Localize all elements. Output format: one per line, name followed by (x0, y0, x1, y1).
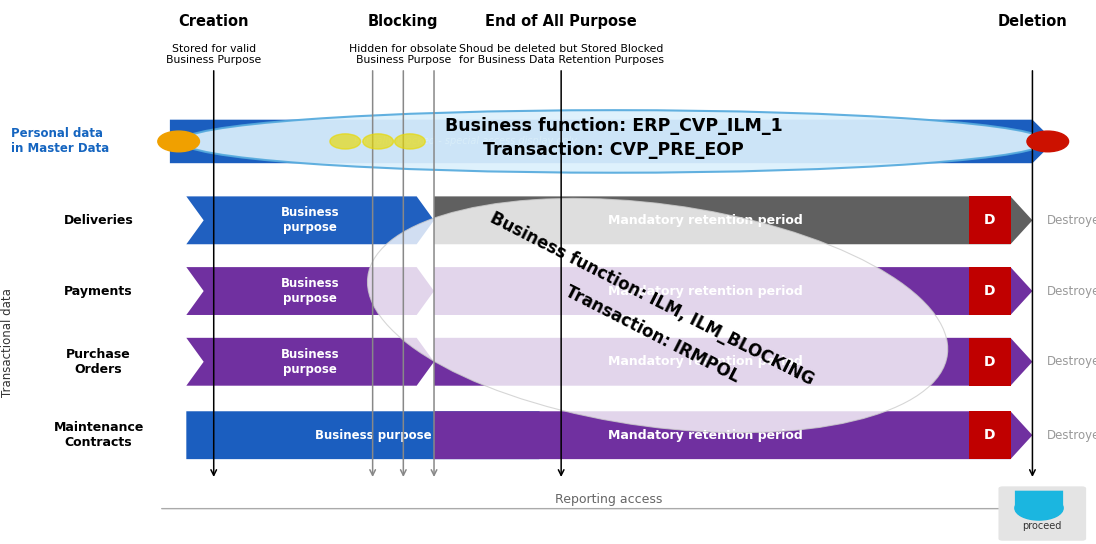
Text: Blocking: Blocking (368, 14, 438, 29)
Text: Shoud be deleted but Stored Blocked
for Business Data Retention Purposes: Shoud be deleted but Stored Blocked for … (458, 44, 664, 65)
Text: Transaction: IRMPOL: Transaction: IRMPOL (562, 283, 742, 386)
FancyBboxPatch shape (969, 411, 1011, 459)
Text: Mandatory retention period: Mandatory retention period (608, 429, 803, 442)
Ellipse shape (367, 199, 948, 432)
Text: D: D (984, 428, 995, 442)
Text: Mandatory retention period: Mandatory retention period (608, 355, 803, 368)
Polygon shape (434, 196, 1032, 244)
Text: proceed: proceed (1023, 521, 1062, 530)
Text: Business
purpose: Business purpose (281, 348, 340, 376)
Circle shape (1015, 496, 1063, 520)
Text: Destroyed: Destroyed (1047, 355, 1096, 368)
FancyBboxPatch shape (969, 196, 1011, 244)
Text: Destroyed: Destroyed (1047, 429, 1096, 442)
Text: Destroyed: Destroyed (1047, 214, 1096, 227)
Polygon shape (186, 267, 434, 315)
Text: Reporting access: Reporting access (555, 493, 662, 506)
Polygon shape (186, 411, 561, 459)
Circle shape (363, 134, 393, 149)
Circle shape (1027, 131, 1069, 152)
Text: Personal data
in Master Data: Personal data in Master Data (11, 127, 110, 156)
Text: Business
purpose: Business purpose (281, 206, 340, 234)
Text: Mandatory retention period: Mandatory retention period (608, 285, 803, 298)
Text: Hidden for obsolate
Business Purpose: Hidden for obsolate Business Purpose (350, 44, 457, 65)
FancyBboxPatch shape (998, 486, 1086, 541)
Polygon shape (170, 120, 1054, 163)
Text: Deliveries: Deliveries (64, 214, 134, 227)
Polygon shape (186, 196, 434, 244)
Text: Business function: ILM, ILM_BLOCKING: Business function: ILM, ILM_BLOCKING (487, 209, 818, 389)
Circle shape (158, 131, 199, 152)
Text: Partially blocked - special access display only: Partially blocked - special access displ… (354, 137, 578, 146)
Polygon shape (1015, 491, 1063, 520)
Polygon shape (186, 338, 434, 386)
Text: Purchase
Orders: Purchase Orders (66, 348, 132, 376)
Polygon shape (434, 338, 1032, 386)
Text: Deletion: Deletion (997, 14, 1068, 29)
Ellipse shape (181, 110, 1047, 173)
Text: Business purpose: Business purpose (316, 429, 432, 442)
Circle shape (395, 134, 425, 149)
Text: End of All Purpose: End of All Purpose (486, 14, 637, 29)
Text: Destroyed: Destroyed (1047, 285, 1096, 298)
Text: Mandatory retention period: Mandatory retention period (608, 214, 803, 227)
Circle shape (330, 134, 361, 149)
Text: Payments: Payments (65, 285, 133, 298)
Text: D: D (984, 284, 995, 298)
Text: D: D (984, 213, 995, 227)
Text: Business function: ERP_CVP_ILM_1: Business function: ERP_CVP_ILM_1 (445, 117, 783, 135)
Text: Business
purpose: Business purpose (281, 277, 340, 305)
Text: Creation: Creation (179, 14, 249, 29)
Text: D: D (984, 355, 995, 369)
Text: Transactional data: Transactional data (1, 288, 14, 397)
Text: Transaction: CVP_PRE_EOP: Transaction: CVP_PRE_EOP (483, 140, 744, 159)
Polygon shape (434, 267, 1032, 315)
Polygon shape (434, 411, 1032, 459)
Text: Stored for valid
Business Purpose: Stored for valid Business Purpose (167, 44, 261, 65)
FancyBboxPatch shape (969, 267, 1011, 315)
Text: Maintenance
Contracts: Maintenance Contracts (54, 421, 144, 449)
FancyBboxPatch shape (969, 338, 1011, 386)
